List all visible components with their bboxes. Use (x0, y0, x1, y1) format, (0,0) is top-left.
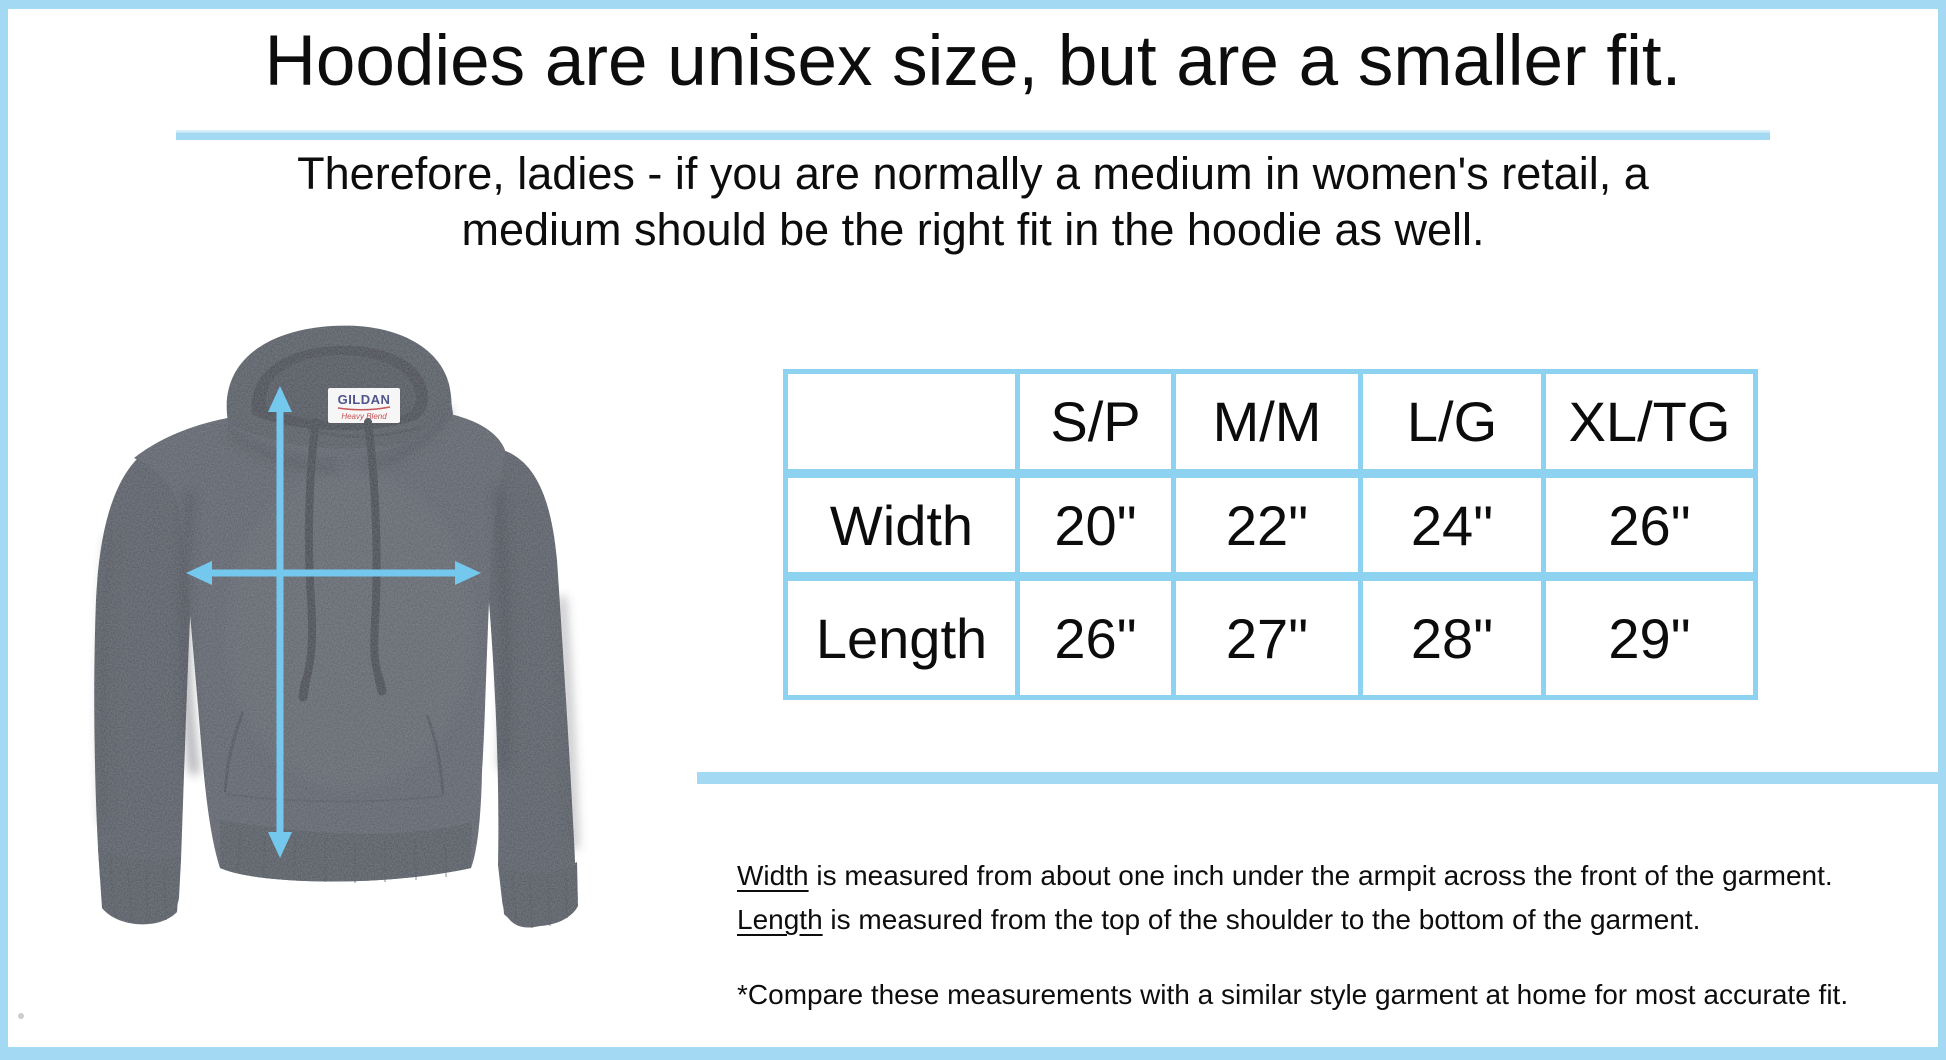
length-term: Length (737, 904, 823, 935)
title-divider (176, 130, 1770, 140)
length-value-sp: 26" (1015, 572, 1176, 700)
size-header-mm: M/M (1171, 369, 1363, 476)
size-header-row: S/P M/M L/G XL/TG (783, 369, 1758, 476)
size-header-blank (783, 369, 1020, 476)
left-sleeve (94, 458, 203, 924)
drawstrings (298, 418, 387, 702)
length-measurement-arrow (268, 386, 292, 858)
arrow-left-head (186, 561, 212, 585)
page-title: Hoodies are unisex size, but are a small… (264, 22, 1682, 101)
width-term: Width (737, 860, 809, 891)
row-label-width: Width (783, 469, 1020, 579)
length-note: Length is measured from the top of the s… (737, 898, 1927, 942)
stray-dot (18, 1013, 24, 1019)
size-chart-table: S/P M/M L/G XL/TG Width 20" 22" 24" 26" … (783, 369, 1758, 700)
brand-sublabel-text: Heavy Blend (341, 412, 387, 421)
subtitle-line-1: Therefore, ladies - if you are normally … (297, 148, 1649, 199)
hoodie-photo: GILDAN Heavy Blend (94, 325, 578, 929)
measurement-notes: Width is measured from about one inch un… (737, 854, 1927, 1017)
hoodie-garment: GILDAN Heavy Blend (94, 325, 578, 929)
length-value-lg: 28" (1358, 572, 1546, 700)
width-note: Width is measured from about one inch un… (737, 854, 1927, 898)
right-cuff (500, 862, 578, 927)
width-value-lg: 24" (1358, 469, 1546, 579)
hood-drape-right (362, 400, 453, 468)
arrow-up-head (268, 386, 292, 412)
row-label-length: Length (783, 572, 1020, 700)
left-cuff (98, 848, 181, 925)
kangaroo-pocket (223, 711, 445, 803)
section-divider (697, 772, 1938, 784)
width-value-sp: 20" (1015, 469, 1176, 579)
subtitle-line-2: medium should be the right fit in the ho… (461, 204, 1485, 255)
arrow-down-head (268, 832, 292, 858)
size-header-lg: L/G (1358, 369, 1546, 476)
length-value-xltg: 29" (1541, 572, 1758, 700)
width-value-mm: 22" (1171, 469, 1363, 579)
width-measurement-arrow (186, 561, 481, 585)
width-note-text: is measured from about one inch under th… (808, 860, 1833, 891)
length-note-text: is measured from the top of the shoulder… (822, 904, 1701, 935)
size-header-sp: S/P (1015, 369, 1176, 476)
size-header-xltg: XL/TG (1541, 369, 1758, 476)
arrow-right-head (455, 561, 481, 585)
brand-label-text: GILDAN (338, 392, 391, 407)
compare-footnote: *Compare these measurements with a simil… (737, 979, 1849, 1010)
brand-label: GILDAN Heavy Blend (328, 388, 400, 423)
length-row: Length 26" 27" 28" 29" (783, 572, 1758, 700)
width-value-xltg: 26" (1541, 469, 1758, 579)
right-sleeve (486, 450, 576, 928)
subtitle: Therefore, ladies - if you are normally … (0, 146, 1946, 258)
length-value-mm: 27" (1171, 572, 1363, 700)
width-row: Width 20" 22" 24" 26" (783, 469, 1758, 579)
